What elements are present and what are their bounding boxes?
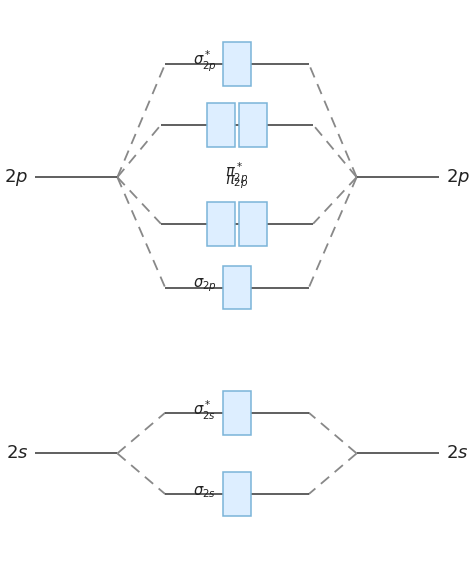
Bar (223, 266, 251, 309)
Bar (223, 391, 251, 434)
Bar (223, 473, 251, 516)
Text: $2p$: $2p$ (446, 167, 470, 188)
Bar (239, 103, 267, 147)
Bar (207, 103, 235, 147)
Text: $\sigma_{2p}$: $\sigma_{2p}$ (192, 276, 216, 294)
Text: $2s$: $2s$ (6, 444, 28, 463)
Text: $\sigma^*_{2p}$: $\sigma^*_{2p}$ (192, 49, 216, 74)
Text: $\sigma_{2s}$: $\sigma_{2s}$ (193, 484, 216, 500)
Text: $\pi_{2p}$: $\pi_{2p}$ (225, 174, 249, 191)
Text: $2s$: $2s$ (446, 444, 468, 463)
Bar (223, 42, 251, 86)
Text: $2p$: $2p$ (4, 167, 28, 188)
Bar (207, 202, 235, 245)
Bar (239, 202, 267, 245)
Text: $\sigma^*_{2s}$: $\sigma^*_{2s}$ (193, 399, 216, 422)
Text: $\pi^*_{2p}$: $\pi^*_{2p}$ (225, 161, 249, 186)
